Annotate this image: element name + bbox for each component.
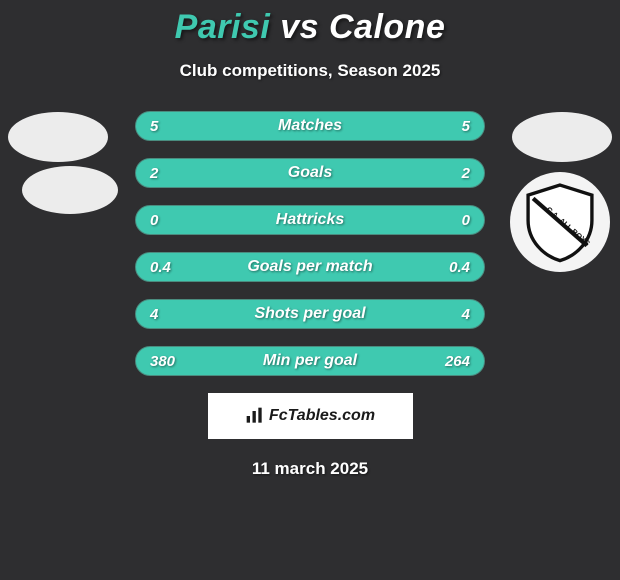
player1-badge-placeholder-1 bbox=[8, 112, 108, 162]
stat-right-value: 0.4 bbox=[449, 259, 470, 276]
subtitle: Club competitions, Season 2025 bbox=[0, 61, 620, 81]
stat-row: 0 Hattricks 0 bbox=[135, 205, 485, 235]
stat-right-value: 2 bbox=[462, 165, 470, 182]
stat-left-value: 2 bbox=[150, 165, 158, 182]
comparison-title: Parisi vs Calone bbox=[0, 0, 620, 47]
shield-icon: C.A. ALL BOYS bbox=[518, 180, 602, 264]
bar-chart-icon bbox=[245, 406, 265, 426]
club-crest: C.A. ALL BOYS bbox=[510, 172, 610, 272]
attribution-box: FcTables.com bbox=[208, 393, 413, 439]
stat-label: Min per goal bbox=[263, 352, 357, 370]
date-label: 11 march 2025 bbox=[0, 459, 620, 479]
stat-left-value: 380 bbox=[150, 353, 175, 370]
stat-right-value: 4 bbox=[462, 306, 470, 323]
stat-label: Matches bbox=[278, 117, 342, 135]
stat-right-value: 5 bbox=[462, 118, 470, 135]
stat-left-value: 0.4 bbox=[150, 259, 171, 276]
stat-right-value: 264 bbox=[445, 353, 470, 370]
player2-badge-placeholder bbox=[512, 112, 612, 162]
stat-label: Goals bbox=[288, 164, 332, 182]
stat-row: 5 Matches 5 bbox=[135, 111, 485, 141]
stat-row: 4 Shots per goal 4 bbox=[135, 299, 485, 329]
stat-label: Shots per goal bbox=[254, 305, 365, 323]
stat-left-value: 4 bbox=[150, 306, 158, 323]
stat-left-value: 0 bbox=[150, 212, 158, 229]
player1-badge-placeholder-2 bbox=[22, 166, 118, 214]
title-separator: vs bbox=[280, 8, 319, 46]
stat-right-value: 0 bbox=[462, 212, 470, 229]
attribution-text: FcTables.com bbox=[269, 407, 375, 425]
stat-row: 0.4 Goals per match 0.4 bbox=[135, 252, 485, 282]
player2-name: Calone bbox=[329, 8, 445, 46]
stat-row: 380 Min per goal 264 bbox=[135, 346, 485, 376]
stat-label: Goals per match bbox=[247, 258, 372, 276]
stat-left-value: 5 bbox=[150, 118, 158, 135]
stat-row: 2 Goals 2 bbox=[135, 158, 485, 188]
player1-name: Parisi bbox=[175, 8, 271, 46]
stat-label: Hattricks bbox=[276, 211, 344, 229]
